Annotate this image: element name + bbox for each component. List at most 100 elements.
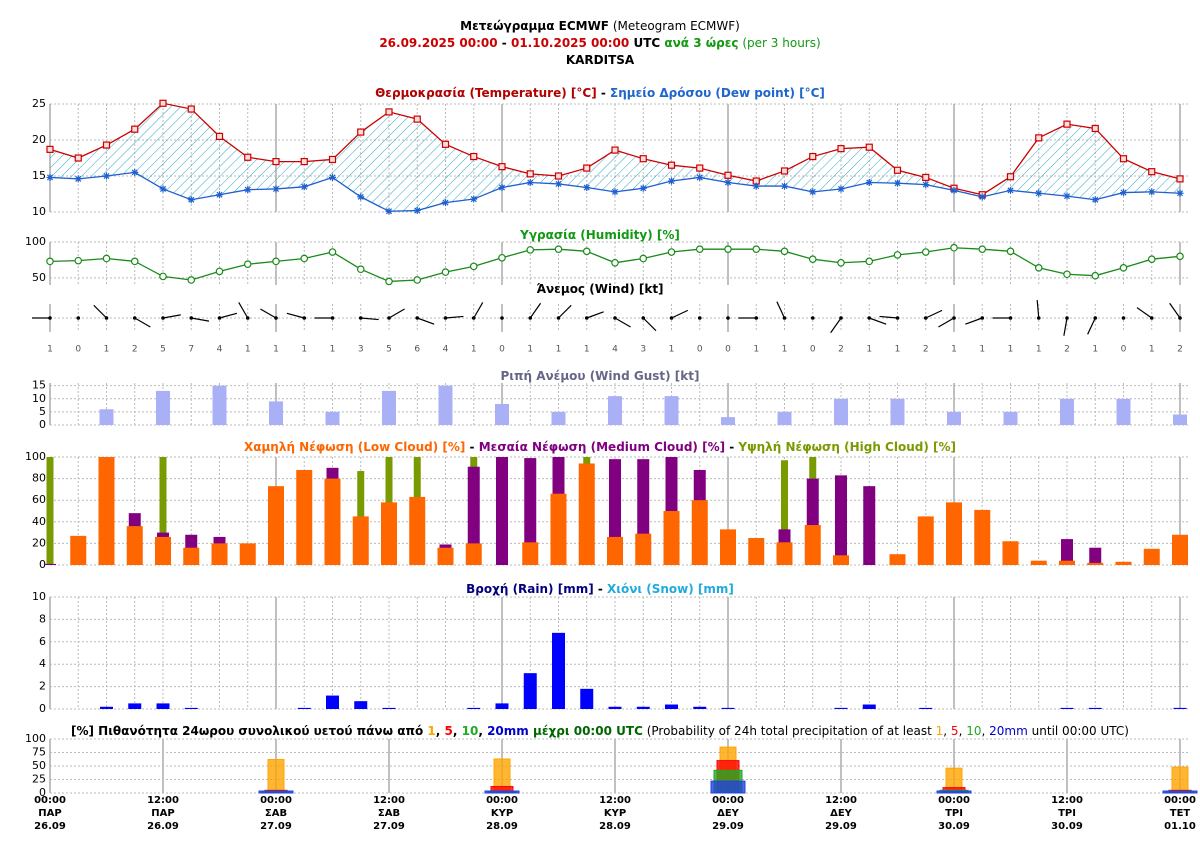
panel-title-part: Άνεμος (Wind) [kt]: [536, 282, 663, 296]
wind-speed-label: 1: [753, 345, 759, 355]
bar: [269, 401, 283, 425]
y-tick-label: 15: [32, 169, 46, 182]
panel-title-part: Ριπή Ανέμου (Wind Gust) [kt]: [501, 369, 700, 383]
point-marker: [554, 172, 563, 180]
wind-speed-label: 1: [866, 345, 872, 355]
wind-speed-label: 1: [979, 345, 985, 355]
wind-stick: [93, 304, 107, 319]
wind-speed-label: 1: [782, 345, 788, 355]
point-marker: [921, 248, 930, 256]
wind-stick: [238, 302, 249, 319]
bar: [974, 509, 991, 565]
wind-dot: [1036, 316, 1041, 320]
point-marker: [1148, 168, 1156, 176]
bar: [484, 790, 520, 794]
panel-title-part: ,: [478, 724, 487, 738]
bar: [748, 538, 765, 565]
wind-speed-label: 1: [1092, 345, 1098, 355]
header-line-part: KARDITSA: [566, 53, 635, 67]
point-marker: [357, 128, 365, 136]
wind-stick: [642, 317, 657, 332]
point-marker: [865, 143, 873, 151]
y-tick-label: 75: [32, 746, 46, 759]
wind-speed-label: 1: [527, 345, 533, 355]
panel-title-part: 1: [427, 724, 435, 738]
bar: [126, 526, 143, 565]
point-marker: [74, 256, 83, 265]
point-marker: [272, 185, 280, 193]
bar: [128, 703, 142, 709]
bar: [804, 525, 821, 565]
bar: [552, 632, 565, 709]
y-tick-label: 80: [32, 472, 46, 485]
point-marker: [611, 146, 619, 154]
wind-dot: [980, 316, 985, 320]
wind-speed-label: 6: [414, 345, 420, 355]
point-marker: [752, 182, 760, 190]
x-tick-label: 00:00: [1164, 795, 1196, 806]
bar: [156, 390, 170, 425]
bar: [1087, 562, 1104, 565]
point-marker: [837, 145, 845, 153]
wind-dot: [274, 316, 278, 320]
bar: [721, 417, 735, 425]
point-marker: [809, 152, 817, 161]
panel-title-part: 20mm: [989, 724, 1028, 738]
panel-title-part: Θερμοκρασία (Temperature) [°C]: [375, 86, 597, 100]
point-marker: [696, 164, 704, 172]
point-marker: [470, 152, 478, 161]
wind-dot: [923, 316, 928, 320]
bar: [636, 706, 650, 709]
point-marker: [46, 173, 54, 181]
point-marker: [582, 247, 591, 256]
point-marker: [1091, 271, 1100, 280]
wind-dot: [528, 316, 533, 320]
panel-title-part: [%] Πιθανότητα 24ωρου συνολικού υετού πά…: [71, 724, 427, 738]
wind-speed-label: 0: [810, 345, 816, 355]
header-line: KARDITSA: [566, 53, 635, 67]
bar: [268, 486, 284, 565]
bar: [608, 396, 622, 425]
point-marker: [781, 182, 788, 190]
point-marker: [385, 277, 393, 286]
y-tick-label: 0: [39, 702, 46, 715]
bar: [100, 706, 113, 709]
bar: [1173, 707, 1187, 709]
wind-speed-label: 1: [951, 345, 957, 355]
bar: [663, 511, 680, 565]
bar: [578, 463, 595, 565]
bar: [917, 516, 934, 565]
wind-speed-label: 3: [358, 345, 364, 355]
point-marker: [526, 178, 534, 186]
point-marker: [837, 258, 845, 267]
bar: [551, 411, 566, 425]
point-marker: [469, 262, 478, 271]
wind-dot: [1178, 316, 1182, 320]
panel-title-part: 5: [951, 724, 959, 738]
point-marker: [215, 267, 224, 276]
point-marker: [300, 183, 308, 191]
point-marker: [1035, 189, 1043, 197]
panel-title: Βροχή (Rain) [mm] - Χιόνι (Snow) [mm]: [466, 582, 734, 596]
point-marker: [1006, 173, 1015, 181]
point-marker: [724, 245, 732, 253]
wind-speed-label: 1: [47, 345, 53, 355]
bar: [1061, 539, 1073, 565]
bar: [580, 688, 594, 709]
bar: [183, 547, 200, 565]
point-marker: [837, 185, 845, 193]
bar: [550, 493, 567, 565]
bar: [382, 390, 396, 425]
point-marker: [1176, 175, 1184, 183]
panel-title-part: 5: [444, 724, 452, 738]
point-marker: [724, 171, 732, 179]
wind-dot: [104, 316, 109, 320]
point-marker: [1176, 252, 1184, 261]
wind-speed-label: 0: [1121, 345, 1127, 355]
bar: [352, 516, 369, 565]
point-marker: [922, 173, 930, 182]
x-tick-label: 30.09: [938, 821, 970, 832]
point-marker: [272, 257, 280, 266]
panel-title: Άνεμος (Wind) [kt]: [536, 282, 663, 296]
point-marker: [131, 168, 139, 176]
